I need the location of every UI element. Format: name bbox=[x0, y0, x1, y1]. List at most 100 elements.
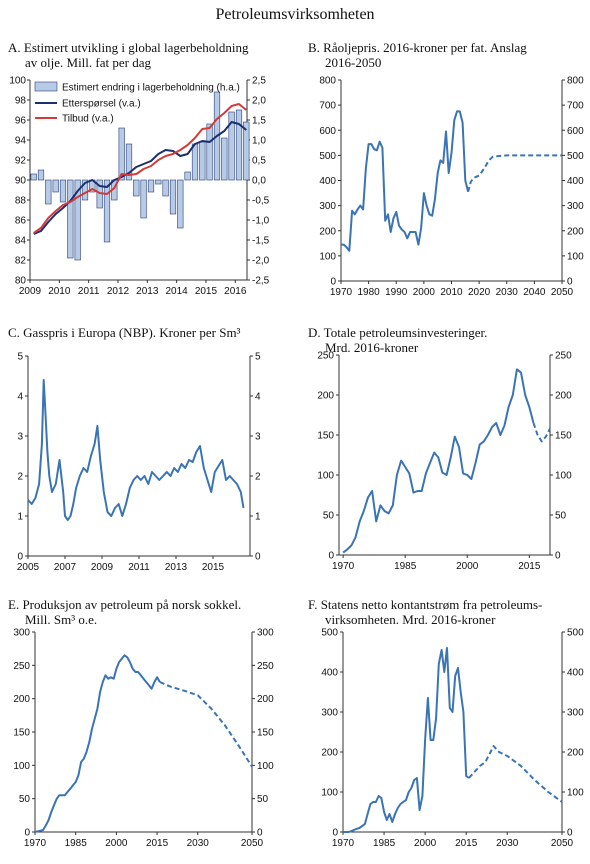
panel-c-ytick-label-right: 3 bbox=[255, 432, 261, 443]
panel-a-bar bbox=[118, 127, 125, 181]
panel-b-ytick-label-left: 300 bbox=[319, 201, 336, 212]
panel-a-xtick-label: 2014 bbox=[165, 286, 188, 297]
panel-a-ytick-label-right: -2,5 bbox=[252, 276, 270, 287]
panel-c-xtick-label: 2015 bbox=[202, 562, 225, 573]
panel-a-ytick-label-right: -1,5 bbox=[252, 236, 270, 247]
panel-f-ytick-label-left: 200 bbox=[321, 748, 338, 759]
panel-e-xtick-label: 2015 bbox=[146, 838, 169, 849]
panel-a-bar bbox=[184, 171, 191, 181]
panel-f-ytick-label-left: 0 bbox=[332, 828, 338, 839]
panel-a-ytick-label-left: 86 bbox=[15, 216, 27, 227]
panel-d-xtick-label: 1985 bbox=[394, 561, 417, 572]
panel-a-bar bbox=[52, 179, 59, 193]
panel-c-ytick-label-left: 3 bbox=[17, 432, 23, 443]
panel-a-supply-line bbox=[33, 103, 247, 234]
panel-b-ytick-label-left: 100 bbox=[319, 251, 336, 262]
panel-a-xtick-label: 2016 bbox=[224, 286, 247, 297]
panel-b-ytick-label-right: 700 bbox=[567, 101, 584, 112]
panel-b-xtick-label: 1980 bbox=[358, 287, 381, 298]
panel-f-title-line-1: Statens netto kontantstrøm fra petroleum… bbox=[320, 597, 543, 612]
panel-d-letter: D. bbox=[308, 325, 321, 340]
panel-d-ytick-label-left: 0 bbox=[328, 551, 334, 562]
panel-a-legend-supply-label: Tilbud (v.a.) bbox=[62, 114, 114, 125]
panel-e-ytick-label-right: 0 bbox=[257, 828, 263, 839]
panel-d-ytick-label-right: 100 bbox=[555, 471, 572, 482]
panel-d-xtick-label: 1970 bbox=[332, 561, 355, 572]
panel-e-ytick-label-right: 300 bbox=[257, 628, 274, 639]
panel-e-ytick-label-right: 50 bbox=[257, 794, 269, 805]
panel-f-ytick-label-left: 300 bbox=[321, 708, 338, 719]
panel-a-bar bbox=[133, 179, 140, 197]
panel-b-ytick-label-right: 600 bbox=[567, 126, 584, 137]
panel-f-xtick-label: 2015 bbox=[455, 838, 478, 849]
panel-a-letter: A. bbox=[8, 40, 21, 55]
panel-a-legend-bar-label: Estimert endring i lagerbeholdning (h.a.… bbox=[62, 83, 240, 94]
panel-a-bar bbox=[74, 179, 81, 261]
panel-b-title-line-2: 2016-2050 bbox=[325, 55, 382, 70]
panel-b-xtick-label: 2010 bbox=[440, 287, 463, 298]
panel-a-ytick-label-left: 90 bbox=[15, 176, 27, 187]
panel-f-ytick-label-right: 400 bbox=[567, 668, 584, 679]
panel-d-ytick-label-right: 150 bbox=[555, 431, 572, 442]
panel-c-ytick-label-left: 5 bbox=[17, 352, 23, 363]
panel-b-ytick-label-right: 800 bbox=[567, 76, 584, 87]
panel-a-legend-demand-label: Etterspørsel (v.a.) bbox=[62, 99, 141, 110]
panel-f-xtick-label: 2030 bbox=[496, 838, 519, 849]
panel-b-series-history-line bbox=[341, 110, 470, 252]
panel-f-ytick-label-right: 300 bbox=[567, 708, 584, 719]
panel-c-title-line-1: Gasspris i Europa (NBP). Kroner per Sm³ bbox=[23, 325, 241, 340]
panel-c-xtick-label: 2009 bbox=[91, 562, 114, 573]
panel-a-title-line-1: Estimert utvikling i global lagerbeholdn… bbox=[23, 40, 249, 55]
panel-c-ytick-label-left: 4 bbox=[17, 392, 23, 403]
panel-a-bar bbox=[243, 121, 250, 181]
panel-a-bar bbox=[221, 137, 228, 181]
panel-e-ytick-label-left: 0 bbox=[24, 828, 30, 839]
panel-d-ytick-label-right: 250 bbox=[555, 351, 572, 362]
panel-b-xtick-label: 2000 bbox=[413, 287, 436, 298]
panel-a-bar bbox=[169, 179, 177, 215]
panel-b-ytick-label-left: 700 bbox=[319, 101, 336, 112]
panel-b-xtick-label: 2020 bbox=[468, 287, 491, 298]
panel-b-title-line-1: Råoljepris. 2016-kroner per fat. Anslag bbox=[323, 40, 527, 55]
panel-d-ytick-label-right: 0 bbox=[555, 551, 561, 562]
panel-e-ytick-label-left: 150 bbox=[13, 728, 30, 739]
panel-a-ytick-label-left: 92 bbox=[15, 156, 27, 167]
panel-e-xtick-label: 1970 bbox=[24, 838, 47, 849]
panel-f-title: F. Statens netto kontantstrøm fra petrol… bbox=[308, 597, 588, 627]
panel-c-ytick-label-right: 5 bbox=[255, 352, 261, 363]
panel-c-letter: C. bbox=[8, 325, 20, 340]
panel-d-ytick-label-left: 250 bbox=[317, 351, 334, 362]
panel-f-series-projection-line bbox=[468, 745, 563, 803]
panel-b-series-projection-line bbox=[467, 154, 562, 193]
panel-e-ytick-label-right: 250 bbox=[257, 661, 274, 672]
panel-d-series-history-line bbox=[342, 368, 535, 554]
panel-a-ytick-label-right: 2,0 bbox=[252, 96, 266, 107]
panel-b-ytick-label-right: 400 bbox=[567, 176, 584, 187]
panel-a-bar bbox=[125, 143, 133, 181]
panel-b-xtick-label: 1970 bbox=[330, 287, 353, 298]
panel-a-ytick-label-right: 1,0 bbox=[252, 136, 266, 147]
panel-b-ytick-label-right: 500 bbox=[567, 151, 584, 162]
panel-a-bar bbox=[199, 141, 206, 181]
panel-c-ytick-label-right: 4 bbox=[255, 392, 261, 403]
panel-a-bar bbox=[235, 109, 243, 181]
panel-c-xtick-label: 2005 bbox=[17, 562, 40, 573]
panel-f-ytick-label-left: 100 bbox=[321, 788, 338, 799]
panel-f-ytick-label-right: 200 bbox=[567, 748, 584, 759]
panel-c-ytick-label-right: 0 bbox=[255, 552, 261, 563]
panel-a-bar bbox=[206, 123, 213, 181]
panel-e-ytick-label-right: 200 bbox=[257, 694, 274, 705]
panel-a-xtick-label: 2010 bbox=[48, 286, 71, 297]
panel-e-ytick-label-left: 200 bbox=[13, 694, 30, 705]
panel-d-title-line-1: Totale petroleumsinvesteringer. bbox=[323, 325, 488, 340]
panel-f-xtick-label: 2000 bbox=[414, 838, 437, 849]
panel-a-bar bbox=[155, 179, 162, 185]
panel-e-title: E. Produksjon av petroleum på norsk sokk… bbox=[8, 597, 298, 627]
panel-d-title: D. Totale petroleumsinvesteringer. Mrd. … bbox=[308, 325, 588, 355]
panel-b-ytick-label-right: 0 bbox=[567, 277, 573, 288]
panel-b-ytick-label-left: 600 bbox=[319, 126, 336, 137]
panel-e-letter: E. bbox=[8, 597, 20, 612]
panel-a-ytick-label-right: 2,5 bbox=[252, 76, 266, 87]
panel-a-bar bbox=[162, 179, 169, 197]
